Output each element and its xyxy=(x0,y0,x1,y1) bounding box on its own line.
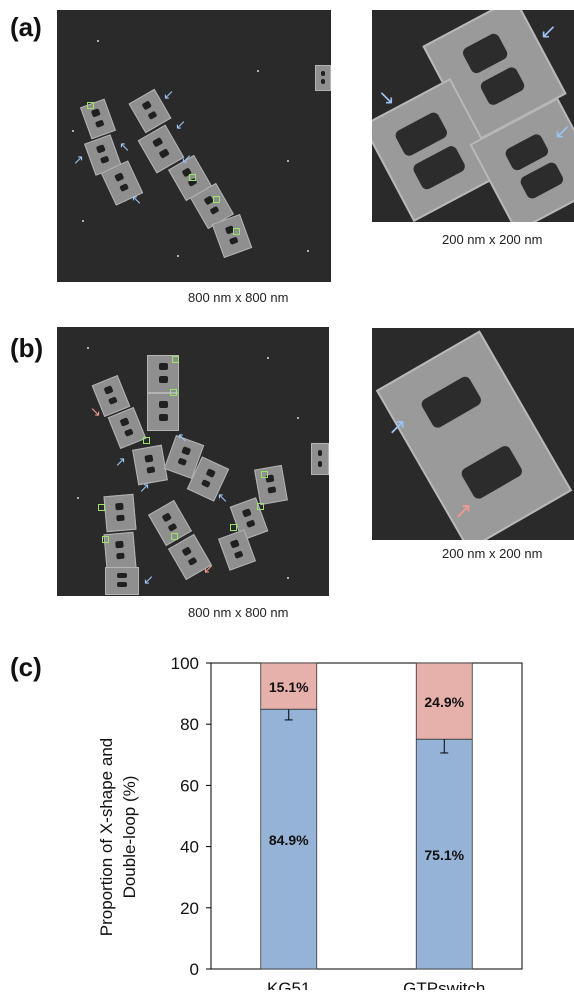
particle xyxy=(87,347,89,349)
origami-tile xyxy=(132,444,168,486)
caption-zoom-a: 200 nm x 200 nm xyxy=(442,232,543,247)
origami-tile xyxy=(311,443,329,475)
afm-overview-a: ↙ ↙ ↖ ↗ ↙ ↖ xyxy=(57,10,331,282)
y-tick-label: 60 xyxy=(180,776,199,795)
afm-overview-b: ↘ ↙ ↖ ↗ ↖ ↗ ↙ xyxy=(57,327,329,596)
panel-label-c: (c) xyxy=(10,652,42,682)
bar-double-loop xyxy=(260,662,318,710)
origami-tile xyxy=(79,98,117,140)
panel-label-b: (b) xyxy=(10,333,44,363)
y-axis-label-line-1: Proportion of X-shape and xyxy=(97,738,116,936)
green-marker xyxy=(257,503,264,510)
bar-x-shape xyxy=(260,708,318,970)
arrow-icon: ↙ xyxy=(175,117,186,132)
arrow-icon: ↖ xyxy=(119,139,130,154)
caption-overview-b: 800 nm x 800 nm xyxy=(188,605,289,620)
origami-tile xyxy=(254,464,288,506)
plot-frame xyxy=(210,662,523,970)
origami-tile xyxy=(105,567,139,595)
particle xyxy=(177,255,179,257)
origami-tile xyxy=(147,393,179,431)
particle xyxy=(72,130,74,132)
y-axis-label-line-2: Double-loop (%) xyxy=(120,776,139,899)
panel-label-a: (a) xyxy=(10,12,42,42)
green-marker xyxy=(170,389,177,396)
particle xyxy=(257,70,259,72)
data-label: 84.9% xyxy=(269,832,309,848)
y-tick-label: 40 xyxy=(180,838,199,857)
particle xyxy=(97,40,99,42)
origami-tile xyxy=(103,493,137,533)
green-marker xyxy=(98,504,105,511)
cavity xyxy=(460,31,510,76)
data-label: 15.1% xyxy=(269,679,309,695)
particle xyxy=(297,417,299,419)
green-marker xyxy=(143,437,150,444)
origami-tile xyxy=(147,355,179,393)
origami-tile xyxy=(315,65,331,91)
green-marker xyxy=(261,471,268,478)
green-marker xyxy=(213,196,220,203)
arrow-icon: ↖ xyxy=(217,490,228,505)
y-tick-label: 100 xyxy=(171,654,199,673)
green-marker xyxy=(172,356,179,363)
green-marker xyxy=(171,533,178,540)
particle xyxy=(287,160,289,162)
arrow-icon: ↗ xyxy=(454,498,473,523)
particle xyxy=(77,497,79,499)
x-tick-label: GTPswitch xyxy=(403,979,485,990)
arrow-icon: ↙ xyxy=(181,151,192,166)
caption-overview-a: 800 nm x 800 nm xyxy=(188,290,289,305)
particle xyxy=(267,357,269,359)
arrow-icon: ↗ xyxy=(388,414,407,439)
green-marker xyxy=(233,228,240,235)
green-marker xyxy=(87,102,94,109)
particle xyxy=(307,250,309,252)
stacked-bar-chart: Proportion of X-shape and Double-loop (%… xyxy=(97,654,523,990)
particle xyxy=(287,577,289,579)
caption-zoom-b: 200 nm x 200 nm xyxy=(442,546,543,561)
cavity xyxy=(459,443,525,501)
green-marker xyxy=(189,174,196,181)
arrow-icon: ↙ xyxy=(143,572,154,587)
arrow-icon: ↗ xyxy=(115,454,126,469)
y-tick-label: 0 xyxy=(190,960,199,979)
arrow-icon: ↘ xyxy=(378,87,395,109)
afm-zoom-a: ↙ ↘ ↙ xyxy=(372,10,574,222)
green-marker xyxy=(102,536,109,543)
bar-double-loop xyxy=(415,662,473,740)
x-tick-label: KG51 xyxy=(267,979,310,990)
arrow-icon: ↗ xyxy=(139,480,150,495)
arrow-icon: ↙ xyxy=(554,121,571,143)
arrow-icon: ↙ xyxy=(163,87,174,102)
cavity xyxy=(419,374,484,430)
arrow-icon: ↙ xyxy=(203,561,214,576)
arrow-icon: ↖ xyxy=(131,192,142,207)
y-tick-label: 80 xyxy=(180,715,199,734)
y-tick-label: 20 xyxy=(180,899,199,918)
particle xyxy=(82,220,84,222)
arrow-icon: ↙ xyxy=(540,21,557,43)
arrow-icon: ↘ xyxy=(90,404,101,419)
green-marker xyxy=(230,524,237,531)
afm-zoom-b: ↗ ↗ xyxy=(372,328,574,540)
arrow-icon: ↖ xyxy=(177,430,188,445)
bar-x-shape xyxy=(415,738,473,970)
data-label: 75.1% xyxy=(424,847,464,863)
arrow-icon: ↗ xyxy=(73,152,84,167)
cavity xyxy=(411,144,467,192)
cavity xyxy=(478,65,527,107)
data-label: 24.9% xyxy=(424,694,464,710)
